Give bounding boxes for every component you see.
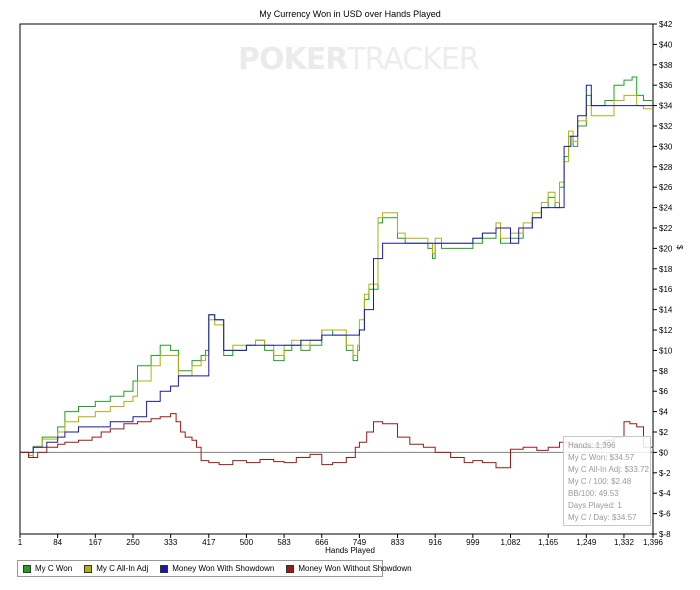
y-tick-label: $-2 — [659, 469, 671, 478]
x-tick-label: 1,332 — [614, 538, 635, 547]
legend-swatch-no-showdown — [286, 564, 295, 573]
legend-item-c-allin[interactable]: My C All-In Adj — [84, 564, 148, 573]
stat-bb-per-100: BB/100: 49.53 — [568, 489, 619, 498]
y-tick-label: $6 — [659, 387, 668, 396]
stat-c-won: My C Won: $34.57 — [568, 453, 635, 462]
legend-item-showdown[interactable]: Money Won With Showdown — [160, 564, 274, 573]
y-tick-label: $4 — [659, 408, 668, 417]
legend-label-c-allin: My C All-In Adj — [96, 564, 149, 573]
y-tick-label: $8 — [659, 367, 668, 376]
y-tick-label: $22 — [659, 224, 673, 233]
y-tick-label: $20 — [659, 244, 673, 253]
x-tick-label: 916 — [429, 538, 443, 547]
x-tick-label: 84 — [53, 538, 62, 547]
x-tick-label: 666 — [315, 538, 329, 547]
legend-label-showdown: Money Won With Showdown — [172, 564, 275, 573]
legend-label-c-won: My C Won — [35, 564, 73, 573]
legend-swatch-c-allin — [84, 564, 93, 573]
x-tick-label: 1,396 — [643, 538, 664, 547]
chart-legend: My C Won My C All-In Adj Money Won With … — [17, 560, 412, 577]
x-tick-label: 417 — [202, 538, 216, 547]
y-tick-label: $-8 — [659, 530, 671, 539]
y-tick-label: $-6 — [659, 510, 671, 519]
legend-item-no-showdown[interactable]: Money Won Without Showdown — [286, 564, 412, 573]
y-tick-label: $30 — [659, 142, 673, 151]
y-tick-label: $36 — [659, 81, 673, 90]
x-tick-label: 1,082 — [501, 538, 522, 547]
stats-tooltip: Hands: 1,396 My C Won: $34.57 My C All-I… — [563, 436, 651, 526]
watermark-part2: TRACKER — [347, 42, 479, 77]
y-tick-label: $-4 — [659, 489, 671, 498]
y-tick-label: $0 — [659, 448, 668, 457]
x-tick-label: 583 — [277, 538, 291, 547]
x-tick-label: 833 — [391, 538, 405, 547]
stat-c-allin: My C All-In Adj: $33.72 — [568, 465, 649, 474]
stat-days-played: Days Played: 1 — [568, 501, 622, 510]
stat-hands: Hands: 1,396 — [568, 441, 616, 450]
x-tick-label: 250 — [126, 538, 140, 547]
watermark-part1: POKER — [238, 42, 348, 77]
y-tick-label: $12 — [659, 326, 673, 335]
x-tick-label: 1 — [18, 538, 23, 547]
chart-title: My Currency Won in USD over Hands Played — [259, 9, 441, 19]
x-tick-label: 999 — [466, 538, 480, 547]
y-tick-label: $28 — [659, 163, 673, 172]
chart-plot: 1 84 167 250 333 417 500 583 666 749 833 916 999 1,08… — [18, 20, 673, 547]
y-tick-label: $18 — [659, 265, 673, 274]
legend-swatch-c-won — [23, 564, 31, 573]
y-tick-label: $14 — [659, 306, 673, 315]
y-tick-label: $34 — [659, 102, 673, 111]
x-tick-label: 749 — [353, 538, 367, 547]
x-tick-label: 1,165 — [538, 538, 559, 547]
stat-c-per-100: My C / 100: $2.48 — [568, 477, 632, 486]
tick-labels: 1 84 167 250 333 417 500 583 666 749 833 916 999 1,08… — [18, 20, 673, 547]
series-line-2 — [20, 84, 653, 453]
y-axis-title: $ — [675, 245, 684, 250]
series-line-1 — [20, 94, 653, 456]
y-tick-label: $40 — [659, 40, 673, 49]
y-tick-label: $10 — [659, 346, 673, 355]
y-tick-label: $24 — [659, 204, 673, 213]
x-tick-label: 500 — [240, 538, 254, 547]
legend-item-c-won[interactable]: My C Won — [23, 564, 72, 573]
pokertracker-watermark: POKERTRACKER — [238, 42, 480, 77]
y-tick-label: $26 — [659, 183, 673, 192]
series-line-0 — [20, 76, 653, 458]
series-lines — [20, 76, 654, 469]
y-tick-label: $42 — [659, 20, 673, 29]
plot-frame — [19, 23, 654, 535]
y-tick-label: $2 — [659, 428, 668, 437]
y-tick-label: $16 — [659, 285, 673, 294]
x-tick-label: 333 — [164, 538, 178, 547]
y-tick-label: $32 — [659, 122, 673, 131]
axes — [19, 23, 657, 538]
legend-swatch-showdown — [160, 564, 169, 573]
x-tick-label: 1,249 — [576, 538, 597, 547]
x-tick-label: 167 — [89, 538, 103, 547]
legend-label-no-showdown: Money Won Without Showdown — [298, 564, 412, 573]
y-tick-label: $38 — [659, 61, 673, 70]
x-axis-title: Hands Played — [325, 546, 375, 555]
stat-c-per-day: My C / Day: $34.57 — [568, 513, 637, 522]
